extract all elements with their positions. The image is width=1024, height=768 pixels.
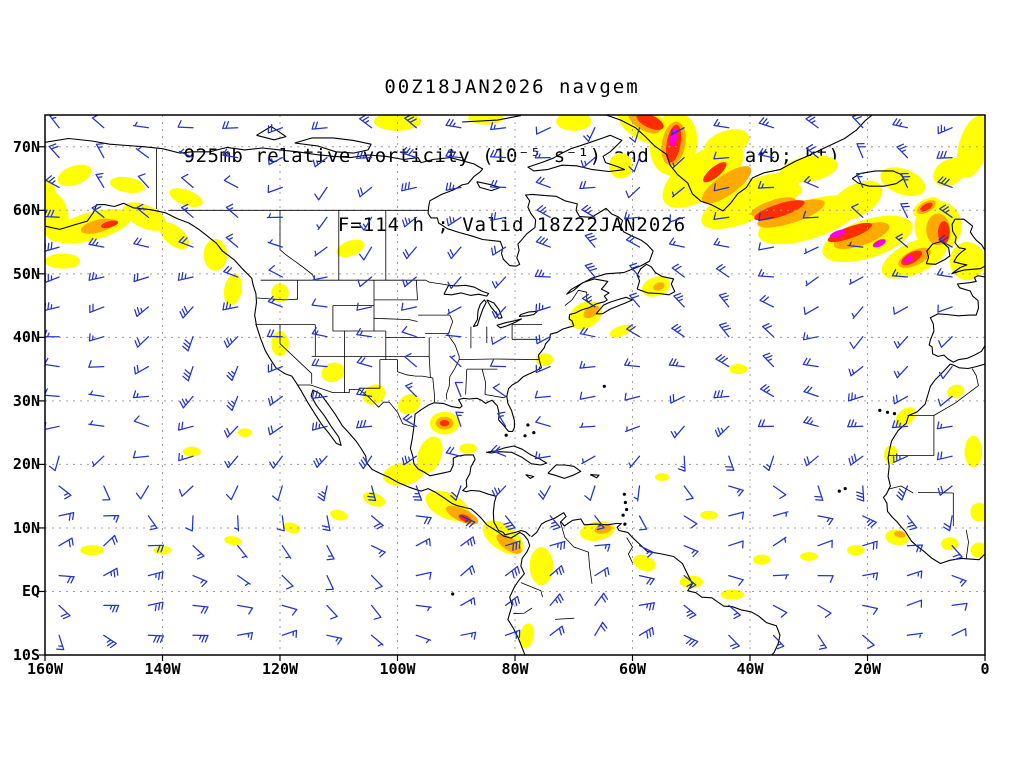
lon-label-100W: 100W (379, 660, 416, 678)
lat-label-30N: 30N (12, 391, 40, 410)
map-layers (45, 115, 985, 655)
lat-label-10S: 10S (12, 646, 40, 664)
lat-label-50N: 50N (12, 264, 40, 283)
coastline-layer (45, 115, 985, 655)
lat-label-10N: 10N (12, 518, 40, 537)
lat-label-70N: 70N (12, 137, 40, 156)
lon-label-80W: 80W (501, 660, 529, 678)
lon-label-40W: 40W (736, 660, 764, 678)
lat-label-EQ: EQ (21, 582, 40, 601)
wind-barbs (45, 115, 968, 651)
lat-label-40N: 40N (12, 328, 40, 347)
lon-label-0: 0 (980, 660, 990, 678)
map-plot-canvas (39, 114, 986, 661)
lon-label-120W: 120W (261, 660, 299, 678)
lat-label-60N: 60N (12, 201, 40, 220)
lon-label-20W: 20W (853, 660, 882, 678)
lon-label-60W: 60W (618, 660, 647, 678)
title-run-datetime: 00Z18JAN2026 navgem (384, 76, 640, 98)
lon-label-160W: 160W (26, 660, 64, 678)
wind-barb-layer (45, 115, 968, 651)
lat-label-20N: 20N (12, 455, 40, 474)
lon-label-140W: 140W (144, 660, 181, 678)
title-forecast-valid: F=114 h ; Valid 18Z22JAN2026 (337, 214, 687, 236)
